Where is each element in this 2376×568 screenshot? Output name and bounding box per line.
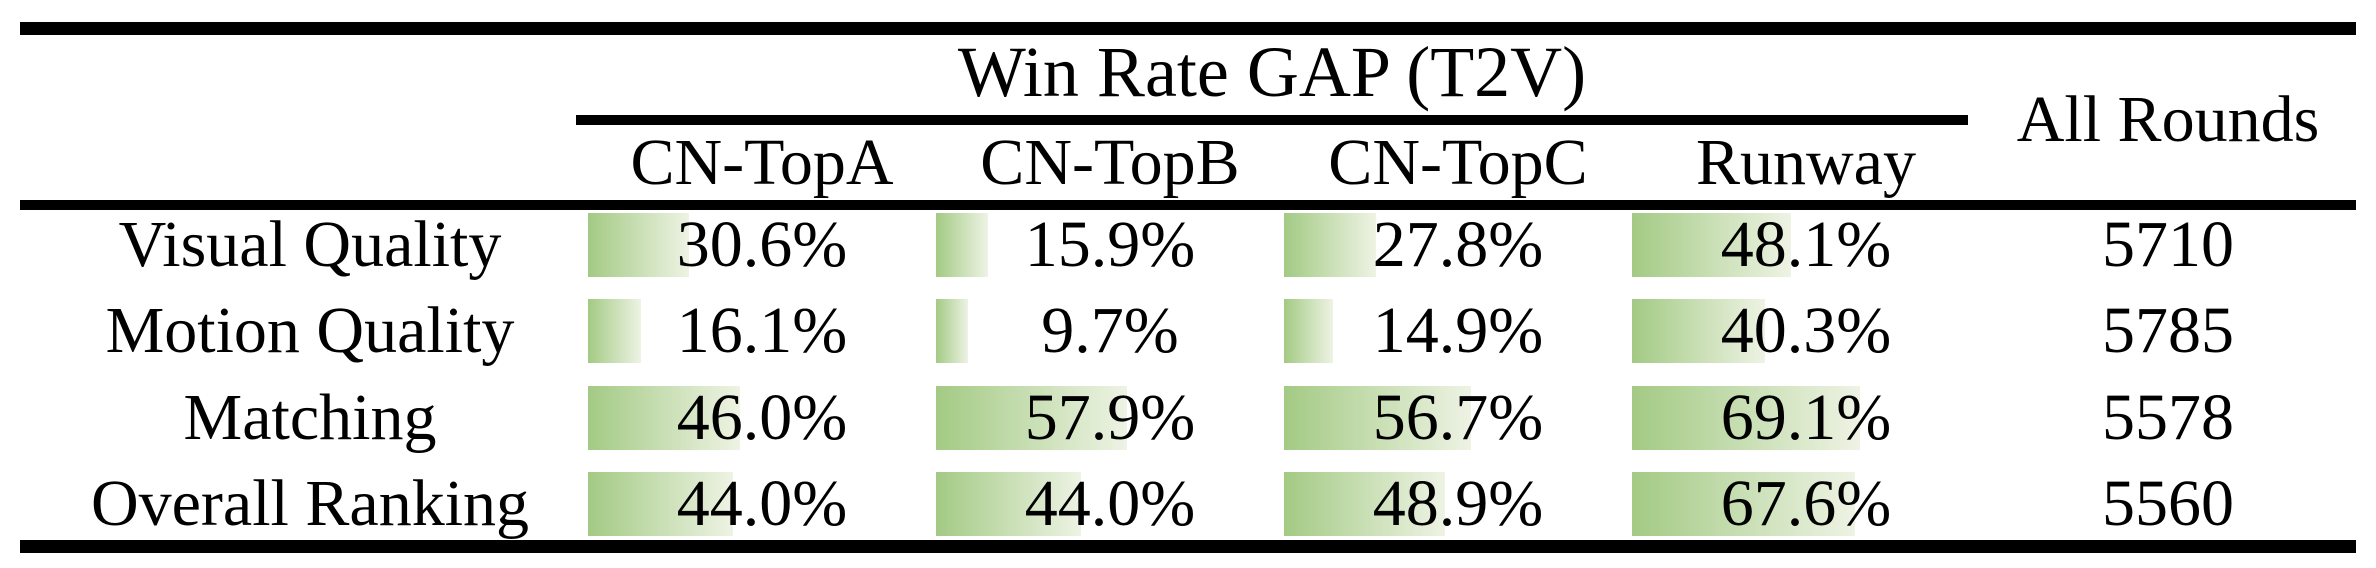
win-rate-value: 30.6%	[676, 208, 848, 281]
table-top-rule	[20, 22, 2356, 35]
row-label: Visual Quality	[118, 208, 502, 281]
win-rate-bar	[1632, 299, 1765, 363]
win-rate-value: 44.0%	[1024, 467, 1196, 540]
win-rate-bar	[936, 299, 968, 363]
column-header-cn-topb: CN-TopB	[980, 126, 1240, 199]
table-title: Win Rate GAP (T2V)	[957, 32, 1587, 112]
win-rate-bar	[588, 386, 740, 450]
win-rate-bar	[1632, 213, 1791, 277]
win-rate-value: 56.7%	[1372, 381, 1544, 454]
win-rate-bar	[588, 472, 733, 536]
all-rounds-value: 5710	[2102, 208, 2234, 281]
column-header-cn-topc: CN-TopC	[1328, 126, 1588, 199]
win-rate-value: 14.9%	[1372, 294, 1544, 367]
win-rate-bar	[1284, 299, 1333, 363]
row-label: Matching	[183, 381, 437, 454]
all-rounds-value: 5785	[2102, 294, 2234, 367]
win-rate-bar	[936, 386, 1127, 450]
win-rate-value: 44.0%	[676, 467, 848, 540]
win-rate-value: 9.7%	[1041, 294, 1179, 367]
win-rate-value: 27.8%	[1372, 208, 1544, 281]
win-rate-value: 57.9%	[1024, 381, 1196, 454]
win-rate-value: 67.6%	[1720, 467, 1892, 540]
win-rate-bar	[936, 472, 1081, 536]
win-rate-value: 40.3%	[1720, 294, 1892, 367]
win-rate-value: 48.9%	[1372, 467, 1544, 540]
win-rate-value: 69.1%	[1720, 381, 1892, 454]
win-rate-bar	[588, 299, 641, 363]
win-rate-bar	[1632, 472, 1855, 536]
win-rate-bar	[1284, 213, 1376, 277]
row-label: Overall Ranking	[90, 467, 530, 540]
win-rate-value: 48.1%	[1720, 208, 1892, 281]
row-label: Motion Quality	[105, 294, 515, 367]
header-bottom-rule	[20, 200, 2356, 210]
win-rate-value: 16.1%	[676, 294, 848, 367]
column-header-all-rounds: All Rounds	[2016, 83, 2320, 156]
win-rate-bar	[1284, 472, 1445, 536]
title-underline-rule	[576, 115, 1968, 125]
win-rate-bar	[588, 213, 689, 277]
win-rate-value: 46.0%	[676, 381, 848, 454]
win-rate-bar	[936, 213, 988, 277]
win-rate-value: 15.9%	[1024, 208, 1196, 281]
column-header-runway: Runway	[1696, 126, 1916, 199]
column-header-cn-topa: CN-TopA	[630, 126, 894, 199]
win-rate-bar	[1632, 386, 1860, 450]
win-rate-bar	[1284, 386, 1471, 450]
table-bottom-rule	[20, 540, 2356, 553]
all-rounds-value: 5578	[2102, 381, 2234, 454]
all-rounds-value: 5560	[2102, 467, 2234, 540]
